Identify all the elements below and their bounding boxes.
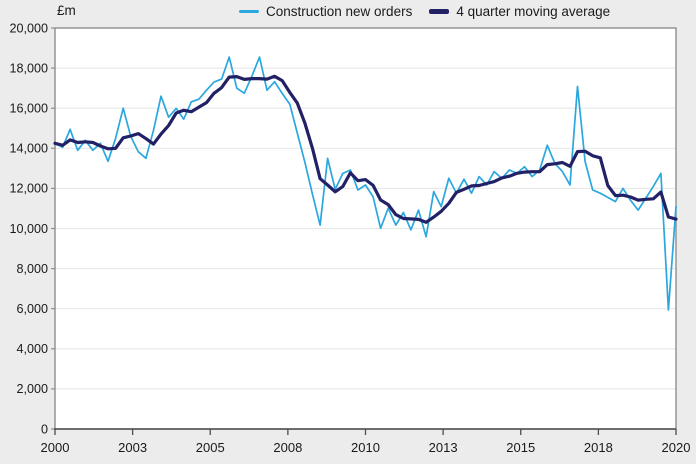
svg-text:2000: 2000 bbox=[41, 440, 70, 455]
chart-legend: Construction new orders 4 quarter moving… bbox=[239, 4, 610, 19]
svg-text:10,000: 10,000 bbox=[9, 222, 48, 236]
legend-label-moving-average: 4 quarter moving average bbox=[456, 4, 611, 19]
svg-text:2020: 2020 bbox=[662, 440, 691, 455]
svg-text:14,000: 14,000 bbox=[9, 142, 48, 156]
x-axis-labels: 2000 2003 2005 2008 2010 2013 2015 2018 2020 bbox=[41, 429, 691, 455]
moving-average-line bbox=[53, 74, 678, 224]
svg-text:12,000: 12,000 bbox=[9, 182, 48, 196]
svg-text:6,000: 6,000 bbox=[16, 302, 48, 316]
svg-text:2015: 2015 bbox=[506, 440, 535, 455]
svg-text:2,000: 2,000 bbox=[16, 382, 48, 396]
svg-text:2005: 2005 bbox=[196, 440, 225, 455]
svg-text:2018: 2018 bbox=[584, 440, 613, 455]
legend-item-moving-average: 4 quarter moving average bbox=[429, 4, 610, 19]
orders-line bbox=[54, 56, 677, 311]
svg-text:2003: 2003 bbox=[118, 440, 147, 455]
svg-text:18,000: 18,000 bbox=[9, 61, 48, 75]
legend-item-orders: Construction new orders bbox=[239, 4, 412, 19]
moving-average-line-swatch bbox=[429, 9, 450, 14]
svg-text:2008: 2008 bbox=[273, 440, 302, 455]
svg-text:16,000: 16,000 bbox=[9, 102, 48, 116]
legend-label-orders: Construction new orders bbox=[266, 4, 413, 19]
svg-text:20,000: 20,000 bbox=[9, 21, 48, 35]
svg-text:4,000: 4,000 bbox=[16, 342, 48, 356]
orders-line-swatch bbox=[239, 9, 259, 14]
y-axis-labels: 0 2,000 4,000 6,000 8,000 10,000 12,000 14,000 1… bbox=[9, 21, 55, 436]
svg-text:2010: 2010 bbox=[351, 440, 380, 455]
svg-text:8,000: 8,000 bbox=[16, 262, 48, 276]
svg-text:0: 0 bbox=[41, 422, 48, 436]
svg-text:2013: 2013 bbox=[429, 440, 458, 455]
y-axis-unit-label: £m bbox=[57, 3, 76, 18]
